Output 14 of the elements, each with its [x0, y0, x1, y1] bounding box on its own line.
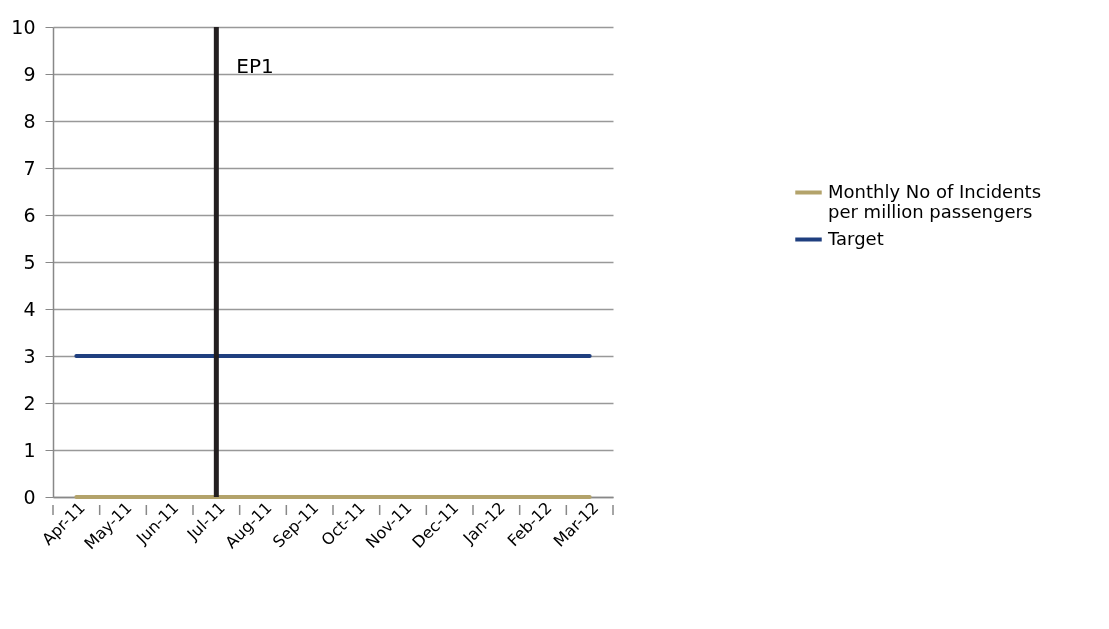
- y-tick-label: 3: [23, 344, 36, 367]
- legend-label: Monthly No of Incidents per million passengers: [828, 180, 1042, 222]
- y-tick-label: 9: [23, 62, 36, 85]
- y-tick-label: 10: [11, 15, 36, 38]
- y-tick-label: 2: [23, 391, 36, 414]
- y-tick-label: 0: [23, 485, 36, 508]
- y-tick-label: 7: [23, 156, 36, 179]
- y-tick-label: 1: [23, 438, 36, 461]
- y-tick-label: 8: [23, 109, 36, 132]
- ref-line-label: EP1: [236, 54, 274, 78]
- y-tick-label: 5: [23, 250, 36, 273]
- y-tick-label: 4: [23, 297, 36, 320]
- y-tick-label: 6: [23, 203, 36, 226]
- legend-label: Target: [827, 227, 884, 249]
